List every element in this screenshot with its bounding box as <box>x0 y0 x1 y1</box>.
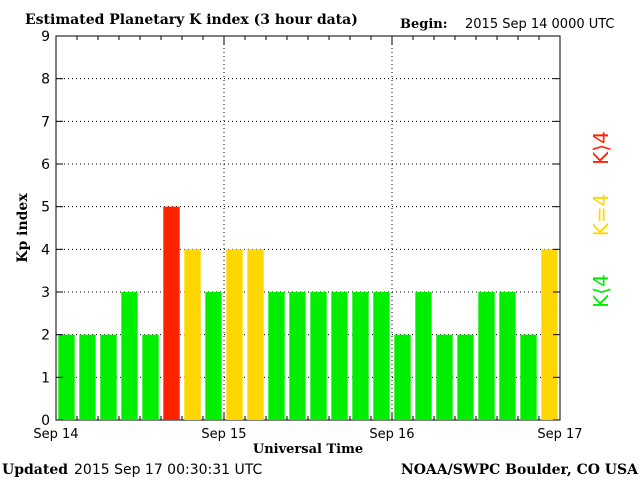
y-tick-label: 2 <box>41 328 50 344</box>
kp-bar <box>478 292 495 420</box>
y-tick-label: 6 <box>41 157 50 173</box>
kp-bar <box>331 292 348 420</box>
kp-bar <box>499 292 516 420</box>
begin-value: 2015 Sep 14 0000 UTC <box>465 17 615 32</box>
x-tick-label: Sep 15 <box>201 427 246 442</box>
updated-label: Updated <box>2 462 68 478</box>
kp-bar <box>268 292 285 420</box>
y-tick-label: 1 <box>41 370 50 386</box>
y-tick-label: 9 <box>41 29 50 45</box>
kp-bar <box>352 292 369 420</box>
kp-bar <box>415 292 432 420</box>
kp-bar <box>163 206 180 420</box>
updated-value: 2015 Sep 17 00:30:31 UTC <box>74 462 262 478</box>
y-tick-label: 4 <box>41 242 50 258</box>
y-tick-label: 5 <box>41 200 50 216</box>
kp-bar <box>520 334 537 420</box>
chart-title: Estimated Planetary K index (3 hour data… <box>25 12 358 28</box>
x-tick-label: Sep 16 <box>369 427 414 442</box>
x-tick-label: Sep 17 <box>537 427 582 442</box>
y-axis: 0 1 2 3 4 5 6 7 8 9 <box>41 29 560 429</box>
y-tick-label: 7 <box>41 114 50 130</box>
kp-bar <box>79 334 96 420</box>
x-tick-label: Sep 14 <box>33 427 78 442</box>
begin-label: Begin: <box>400 17 448 32</box>
kp-bar <box>394 334 411 420</box>
legend-high: K⟩4 <box>589 131 613 165</box>
kp-bar <box>247 249 264 420</box>
bar-series <box>58 206 558 420</box>
y-axis-label: Kp index <box>15 193 31 263</box>
x-axis-label: Universal Time <box>253 442 363 457</box>
kp-bar <box>205 292 222 420</box>
kp-bar <box>142 334 159 420</box>
y-tick-label: 3 <box>41 285 50 301</box>
kp-bar <box>184 249 201 420</box>
y-tick-label: 0 <box>41 413 50 429</box>
kp-bar <box>100 334 117 420</box>
y-tick-label: 8 <box>41 72 50 88</box>
kp-bar <box>310 292 327 420</box>
source-credit: NOAA/SWPC Boulder, CO USA <box>401 462 639 478</box>
kp-bar <box>373 292 390 420</box>
kp-bar <box>121 292 138 420</box>
x-axis: Sep 14 Sep 15 Sep 16 Sep 17 <box>33 36 583 442</box>
legend-mid: K=4 <box>589 194 613 237</box>
kp-bar <box>226 249 243 420</box>
grid-lines <box>56 36 560 420</box>
kp-bar <box>457 334 474 420</box>
kp-bar <box>58 334 75 420</box>
legend-low: K⟨4 <box>589 274 613 308</box>
kp-bar <box>289 292 306 420</box>
kp-bar <box>436 334 453 420</box>
